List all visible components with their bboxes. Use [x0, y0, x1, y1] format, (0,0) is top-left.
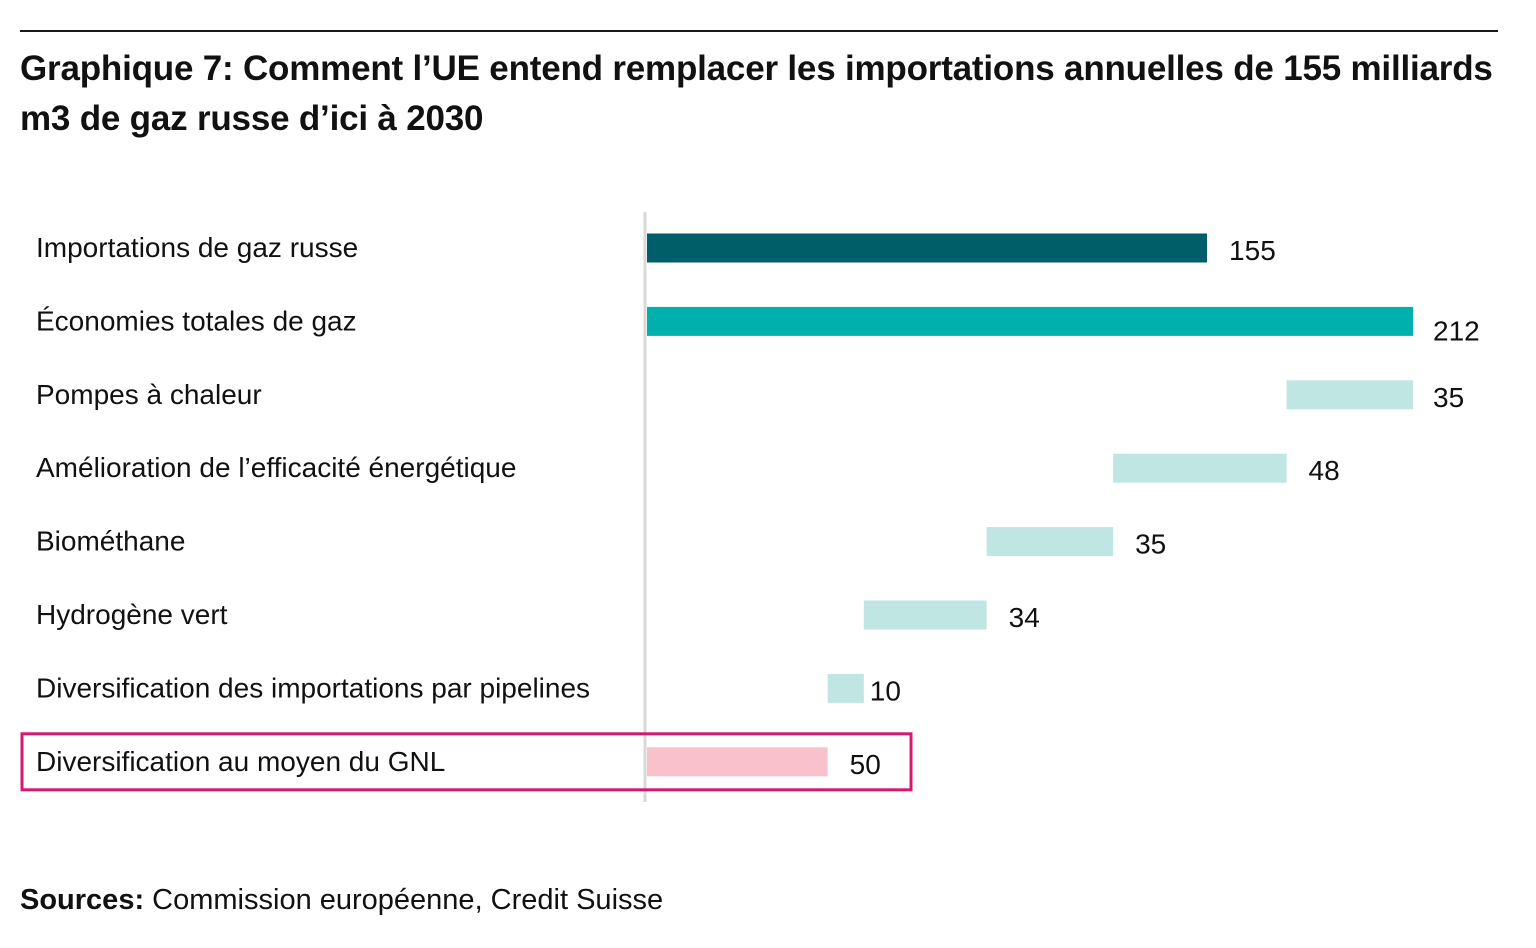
- bar: [647, 233, 1208, 263]
- value-label: 155: [1229, 235, 1276, 266]
- value-label: 35: [1135, 529, 1166, 560]
- value-label: 34: [1009, 602, 1040, 633]
- chart-body: Importations de gaz russe 155 Économies to…: [20, 232, 1480, 792]
- value-label: 50: [850, 749, 881, 780]
- category-label: Diversification des importations par pip…: [36, 672, 590, 703]
- category-label: Pompes à chaleur: [36, 379, 262, 410]
- value-label: 212: [1433, 315, 1480, 346]
- waterfall-chart: Importations de gaz russe 155 Économies to…: [20, 212, 1480, 802]
- value-label: 48: [1309, 455, 1340, 486]
- bar: [647, 306, 1413, 336]
- bar: [986, 527, 1114, 557]
- category-label: Économies totales de gaz: [36, 305, 357, 336]
- top-rule: [20, 30, 1498, 32]
- bar: [863, 600, 987, 630]
- bar: [827, 673, 864, 703]
- category-label: Hydrogène vert: [36, 599, 228, 630]
- bar: [647, 747, 828, 777]
- value-label: 10: [870, 675, 901, 706]
- highlight-box: [20, 732, 913, 792]
- sources-label: Sources:: [20, 884, 145, 916]
- chart-title: Graphique 7: Comment l’UE entend remplac…: [20, 49, 1493, 138]
- category-label: Amélioration de l’efficacité énergétique: [36, 452, 516, 483]
- category-label: Diversification au moyen du GNL: [36, 746, 445, 777]
- category-label: Importations de gaz russe: [36, 232, 358, 263]
- value-label: 35: [1433, 382, 1464, 413]
- bar: [1113, 453, 1287, 483]
- sources-text: Commission européenne, Credit Suisse: [144, 884, 664, 916]
- bar: [1286, 380, 1413, 410]
- category-label: Biométhane: [36, 526, 185, 557]
- sources-note: Sources: Commission européenne, Credit S…: [20, 884, 663, 917]
